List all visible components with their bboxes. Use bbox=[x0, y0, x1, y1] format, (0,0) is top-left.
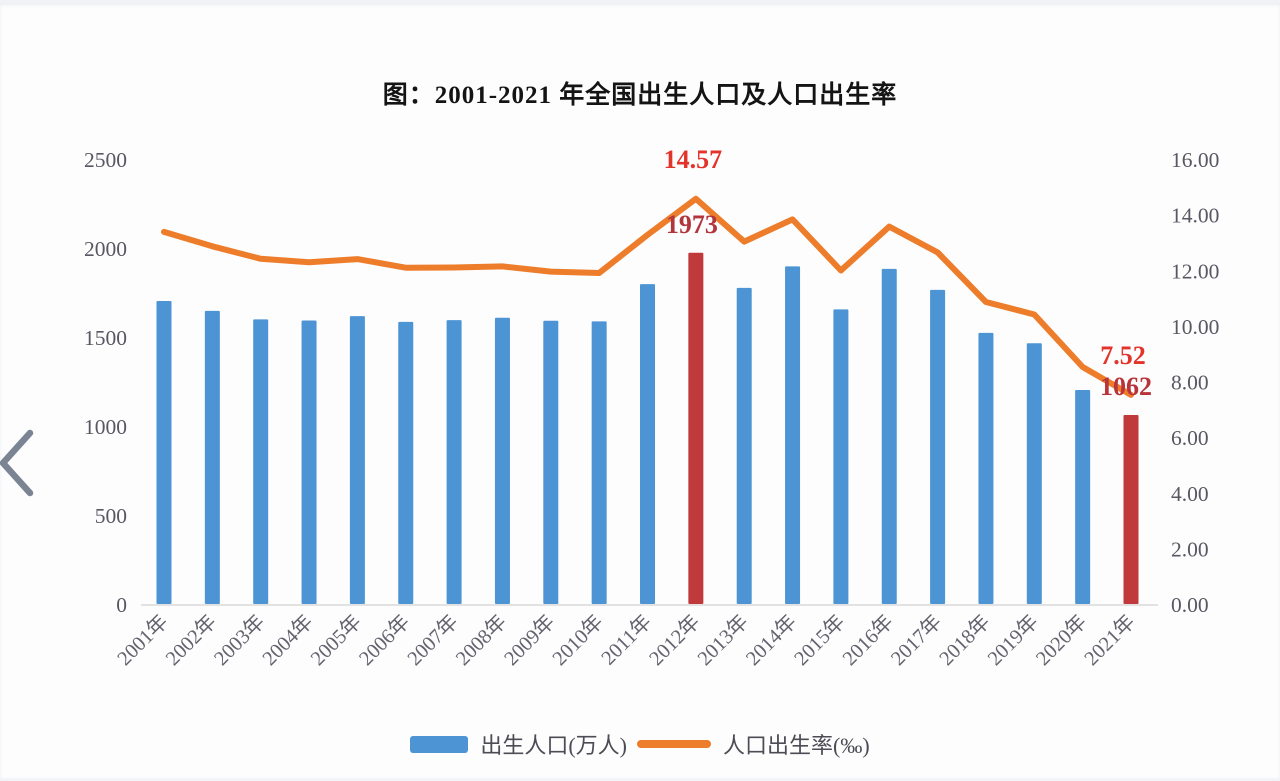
bar-2007 bbox=[446, 320, 462, 604]
x-axis-label: 2015年 bbox=[790, 610, 850, 670]
right-axis-tick: 0.00 bbox=[1171, 593, 1209, 617]
right-axis-tick: 10.00 bbox=[1171, 315, 1219, 339]
x-axis-label: 2002年 bbox=[161, 610, 221, 670]
x-axis-label: 2006年 bbox=[355, 610, 415, 670]
x-axis-label: 2007年 bbox=[403, 610, 463, 670]
bar-2003 bbox=[253, 319, 269, 604]
bar-2011 bbox=[640, 284, 655, 604]
left-axis-tick: 500 bbox=[95, 504, 127, 528]
legend-births-label: 出生人口(万人) bbox=[480, 733, 627, 758]
bar-2015 bbox=[833, 309, 849, 604]
legend-item-rate: 人口出生率(‰) bbox=[637, 728, 870, 760]
x-axis-label: 2009年 bbox=[500, 610, 560, 670]
bar-2008 bbox=[494, 317, 510, 604]
bar-2004 bbox=[301, 320, 317, 604]
x-axis-label: 2014年 bbox=[741, 610, 801, 670]
right-axis-tick: 4.00 bbox=[1171, 482, 1209, 506]
right-axis-tick: 6.00 bbox=[1171, 426, 1209, 450]
x-axis-label: 2018年 bbox=[935, 610, 995, 670]
x-axis-label: 2003年 bbox=[209, 610, 269, 670]
legend-item-births: 出生人口(万人) bbox=[410, 728, 627, 760]
x-axis-label: 2011年 bbox=[597, 610, 656, 669]
right-axis-tick: 16.00 bbox=[1171, 148, 1219, 172]
births-bar-swatch bbox=[410, 735, 469, 753]
annotation-1973: 1973 bbox=[666, 210, 718, 239]
legend-rate-label: 人口出生率(‰) bbox=[723, 733, 870, 758]
left-axis-tick: 2000 bbox=[84, 237, 127, 261]
x-axis-label: 2008年 bbox=[451, 610, 511, 670]
bar-2006 bbox=[398, 321, 414, 604]
bar-2009 bbox=[543, 320, 559, 604]
left-axis-tick: 1500 bbox=[84, 326, 127, 350]
chart-title: 图：2001-2021 年全国出生人口及人口出生率 bbox=[382, 82, 898, 109]
bar-2010 bbox=[591, 321, 607, 604]
bar-2014 bbox=[785, 266, 801, 604]
x-axis-label: 2021年 bbox=[1080, 610, 1140, 670]
birth-rate-line bbox=[161, 195, 1134, 398]
bar-2018 bbox=[978, 332, 994, 604]
right-axis-tick: 2.00 bbox=[1171, 537, 1209, 561]
bar-2016 bbox=[881, 268, 897, 604]
x-axis-label: 2004年 bbox=[258, 610, 318, 670]
chart-legend: 出生人口(万人) 人口出生率(‰) bbox=[0, 728, 1280, 760]
bar-2017 bbox=[930, 289, 946, 604]
rate-line-swatch bbox=[637, 740, 711, 748]
bar-2020 bbox=[1075, 390, 1091, 604]
x-axis-label: 2020年 bbox=[1031, 610, 1091, 670]
x-axis-label: 2017年 bbox=[886, 610, 946, 670]
bar-2001 bbox=[156, 301, 172, 604]
left-axis-tick: 1000 bbox=[84, 415, 127, 439]
x-axis-label: 2010年 bbox=[548, 610, 608, 670]
birth-population-chart: 0 500 1000 1500 2000 2500 0.00 2.00 4.00 6.00 8.00… bbox=[84, 145, 1219, 670]
bar-2013 bbox=[736, 287, 752, 604]
x-axis-label: 2013年 bbox=[693, 610, 753, 670]
right-axis-tick: 8.00 bbox=[1171, 371, 1209, 395]
bar-2021 bbox=[1123, 414, 1139, 604]
bar-2005 bbox=[349, 316, 365, 604]
annotation-7.52: 7.52 bbox=[1100, 341, 1146, 370]
left-axis-tick: 2500 bbox=[84, 148, 127, 172]
chevron-left-icon[interactable] bbox=[0, 427, 38, 499]
right-axis-tick: 14.00 bbox=[1171, 204, 1219, 228]
x-axis-label: 2016年 bbox=[838, 610, 898, 670]
x-axis-label: 2019年 bbox=[983, 610, 1043, 670]
right-axis-tick: 12.00 bbox=[1171, 259, 1219, 283]
annotation-1062: 1062 bbox=[1100, 372, 1152, 401]
bar-2012 bbox=[688, 252, 704, 604]
x-axis-label: 2012年 bbox=[645, 610, 705, 670]
bar-2019 bbox=[1026, 343, 1042, 604]
x-axis-label: 2001年 bbox=[113, 610, 173, 670]
bar-2002 bbox=[204, 310, 220, 604]
left-axis-tick: 0 bbox=[116, 593, 127, 617]
x-axis-label: 2005年 bbox=[306, 610, 366, 670]
annotation-14.57: 14.57 bbox=[664, 145, 723, 174]
